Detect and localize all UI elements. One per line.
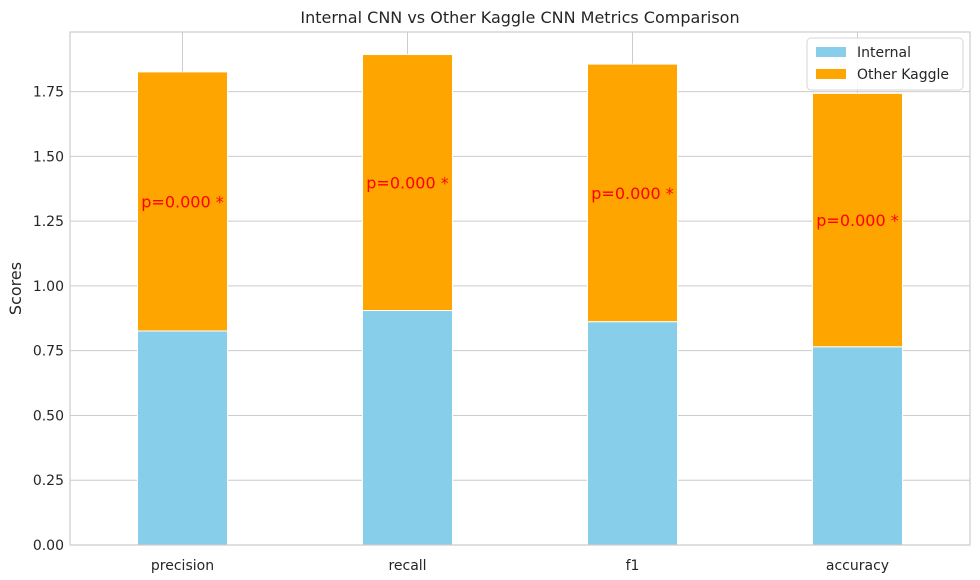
- chart-title: Internal CNN vs Other Kaggle CNN Metrics…: [300, 8, 739, 27]
- y-tick-label: 0.75: [33, 344, 64, 360]
- bar-annotation: p=0.000 *: [816, 211, 898, 230]
- x-tick-label: f1: [626, 558, 640, 574]
- legend-label: Other Kaggle: [857, 67, 949, 83]
- plot-frame: [69, 31, 971, 546]
- y-tick-label: 1.75: [33, 85, 64, 101]
- bar-annotation: p=0.000 *: [591, 184, 673, 203]
- bar-internal-recall: [362, 310, 453, 546]
- bar-internal-accuracy: [812, 346, 903, 546]
- bar-annotation: p=0.000 *: [141, 192, 223, 211]
- legend-label: Internal: [857, 45, 911, 61]
- bar-other-kaggle-recall: [362, 54, 453, 312]
- y-tick-label: 0.25: [33, 473, 64, 489]
- y-tick-label: 0.00: [33, 538, 64, 554]
- y-tick-label: 1.25: [33, 214, 64, 230]
- bar-other-kaggle-precision: [137, 71, 228, 332]
- legend: Internal Other Kaggle: [806, 37, 964, 91]
- legend-swatch-other-kaggle: [816, 69, 846, 79]
- bar-internal-precision: [137, 330, 228, 546]
- x-tick-label: accuracy: [826, 558, 889, 574]
- y-tick-label: 1.00: [33, 279, 64, 295]
- bar-annotation: p=0.000 *: [366, 174, 448, 193]
- bar-internal-f1: [587, 321, 678, 546]
- bar-other-kaggle-accuracy: [812, 92, 903, 348]
- x-tick-label: recall: [388, 558, 426, 574]
- legend-swatch-internal: [816, 47, 846, 57]
- bar-other-kaggle-f1: [587, 63, 678, 323]
- x-tick-label: precision: [151, 558, 214, 574]
- y-axis-label: Scores: [6, 262, 25, 315]
- plot-area: p=0.000 * p=0.000 * p=0.000 * p=0.000 * 0.00…: [33, 31, 971, 574]
- y-tick-label: 0.50: [33, 408, 64, 424]
- y-tick-label: 1.50: [33, 149, 64, 165]
